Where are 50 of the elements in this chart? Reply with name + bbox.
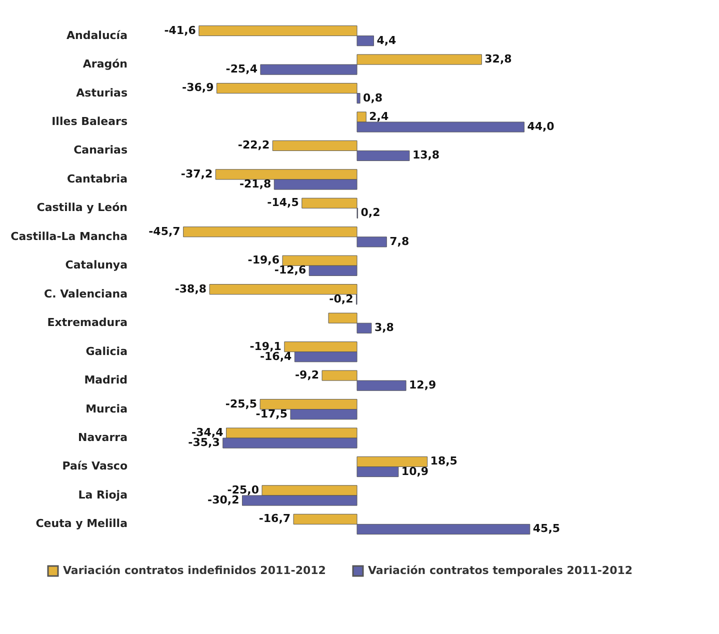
y-tick-label: Madrid (84, 374, 128, 387)
y-tick-label: Navarra (78, 431, 128, 444)
data-label: -22,2 (238, 138, 270, 152)
data-label: -17,5 (256, 407, 288, 420)
data-label: 2,4 (369, 110, 389, 123)
data-label: -36,9 (182, 81, 214, 94)
data-label: 0,8 (363, 91, 383, 104)
data-label: -38,8 (174, 282, 207, 296)
y-tick-label: Aragón (82, 58, 128, 71)
y-tick-label: Cantabria (67, 172, 128, 186)
y-tick-label: Galicia (86, 344, 128, 358)
y-tick-label: Andalucía (66, 28, 128, 42)
data-label: -41,6 (164, 24, 196, 37)
y-tick-label: Castilla y León (36, 201, 128, 214)
data-label: -14,5 (267, 196, 299, 210)
y-tick-label: Extremadura (47, 316, 128, 330)
y-tick-label: Illes Balears (52, 114, 128, 128)
data-label: 45,5 (532, 522, 560, 536)
y-tick-label: Catalunya (65, 258, 128, 272)
data-label: 12,9 (409, 378, 436, 392)
y-tick-label: Ceuta y Melilla (36, 517, 128, 530)
legend-label: Variación contratos indefinidos 2011-2012 (63, 564, 326, 577)
y-tick-label: País Vasco (62, 460, 128, 473)
data-label: 4,4 (376, 34, 397, 47)
data-label: -19,1 (250, 340, 282, 353)
data-label: -37,2 (180, 167, 213, 180)
data-label: 0,2 (360, 206, 380, 220)
y-tick-label: C. Valenciana (44, 287, 128, 300)
data-label: -16,7 (258, 512, 291, 526)
data-label: 32,8 (484, 52, 512, 66)
data-label: -0,2 (329, 292, 354, 306)
y-tick-label: Murcia (86, 402, 128, 416)
data-label: -25,4 (226, 62, 258, 76)
data-label: 3,8 (374, 321, 394, 334)
data-label: 10,9 (401, 464, 429, 478)
y-tick-label: La Rioja (78, 488, 128, 502)
data-label: 44,0 (527, 120, 555, 134)
data-label: 7,8 (390, 234, 410, 248)
data-label: 18,5 (430, 454, 458, 468)
data-label: -34,4 (192, 426, 224, 439)
y-tick-label: Canarias (74, 144, 128, 157)
data-label: -35,3 (188, 436, 220, 450)
y-tick-label: Castilla-La Mancha (10, 230, 128, 243)
data-label: -21,8 (239, 177, 272, 190)
data-label: -9,2 (294, 368, 320, 382)
legend-label: Variación contratos temporales 2011-2012 (368, 564, 633, 577)
data-label: -45,7 (148, 224, 180, 238)
data-label: 13,8 (412, 148, 440, 162)
y-tick-label: Asturias (76, 86, 128, 100)
data-label: -25,5 (225, 397, 258, 410)
